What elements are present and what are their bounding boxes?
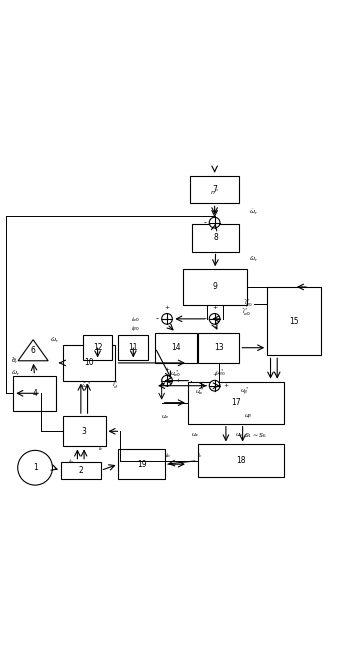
Text: 1: 1	[33, 463, 37, 473]
Text: 2: 2	[79, 466, 83, 475]
FancyBboxPatch shape	[267, 287, 321, 355]
Text: $u^*_{\alpha}$: $u^*_{\alpha}$	[195, 386, 204, 397]
Text: $\hat{i}^*_{\alpha 0}$: $\hat{i}^*_{\alpha 0}$	[242, 307, 251, 318]
FancyBboxPatch shape	[155, 333, 197, 363]
FancyBboxPatch shape	[118, 335, 148, 360]
Text: 18: 18	[236, 456, 246, 465]
Text: 6: 6	[31, 346, 36, 355]
FancyBboxPatch shape	[63, 416, 105, 446]
Text: +: +	[212, 209, 217, 214]
Text: $i_c$: $i_c$	[197, 451, 203, 460]
Text: $\hat{i}^*_{\beta 0}$: $\hat{i}^*_{\beta 0}$	[244, 298, 253, 310]
Circle shape	[209, 217, 220, 228]
Text: $u_b$: $u_b$	[235, 431, 244, 439]
Text: $i_c$: $i_c$	[97, 445, 103, 453]
Text: +: +	[164, 305, 170, 310]
Circle shape	[162, 314, 172, 324]
Text: 15: 15	[289, 317, 299, 325]
Text: 3: 3	[82, 427, 87, 436]
Text: $\hat{\theta}_r$: $\hat{\theta}_r$	[11, 355, 19, 366]
Text: $\tilde{\omega}_r$: $\tilde{\omega}_r$	[249, 208, 258, 217]
Text: 4: 4	[32, 389, 37, 398]
Text: 13: 13	[214, 343, 223, 352]
Text: $u_a$: $u_a$	[191, 431, 199, 439]
Text: 7: 7	[212, 185, 217, 194]
Circle shape	[162, 376, 172, 386]
Text: $\hat{\omega}_r$: $\hat{\omega}_r$	[249, 254, 258, 264]
Text: 12: 12	[93, 343, 102, 352]
FancyBboxPatch shape	[13, 376, 56, 411]
Text: 8: 8	[213, 233, 218, 242]
FancyBboxPatch shape	[83, 335, 113, 360]
Text: $u^*_{\alpha 0}$: $u^*_{\alpha 0}$	[170, 368, 181, 379]
Polygon shape	[18, 340, 48, 361]
FancyBboxPatch shape	[198, 444, 284, 477]
Text: $\hat{i}^*_d$: $\hat{i}^*_d$	[112, 380, 119, 391]
FancyBboxPatch shape	[188, 381, 284, 424]
Text: $i_b$: $i_b$	[68, 457, 74, 466]
Circle shape	[209, 380, 220, 391]
Text: $i_{\beta 0}$: $i_{\beta 0}$	[131, 325, 140, 335]
FancyBboxPatch shape	[183, 269, 247, 305]
Text: +: +	[212, 372, 217, 377]
Text: $u_{\beta}$: $u_{\beta}$	[244, 412, 253, 422]
Text: $\hat{\omega}_r$: $\hat{\omega}_r$	[11, 368, 21, 378]
Text: $i_{\alpha 0}$: $i_{\alpha 0}$	[131, 315, 140, 324]
Text: $S_1 \sim S_6$: $S_1 \sim S_6$	[244, 431, 267, 440]
Circle shape	[18, 450, 53, 485]
Text: +: +	[212, 305, 217, 310]
Text: +: +	[223, 383, 228, 388]
Text: $\hat{\omega}^*_r$: $\hat{\omega}^*_r$	[81, 380, 91, 391]
Text: +: +	[164, 367, 170, 372]
Text: 19: 19	[137, 460, 147, 469]
Text: 10: 10	[84, 358, 94, 368]
Text: $n^*$: $n^*$	[210, 187, 219, 197]
FancyBboxPatch shape	[63, 345, 116, 381]
Text: 11: 11	[128, 343, 138, 352]
FancyBboxPatch shape	[190, 176, 239, 203]
FancyBboxPatch shape	[192, 224, 239, 251]
Text: -: -	[156, 314, 158, 323]
Text: $\hat{\omega}_r$: $\hat{\omega}_r$	[50, 335, 59, 345]
Text: $u^*_{\beta}$: $u^*_{\beta}$	[240, 385, 249, 398]
Text: $i_b$: $i_b$	[165, 451, 171, 460]
Text: 9: 9	[213, 282, 218, 292]
FancyBboxPatch shape	[118, 449, 165, 479]
Text: -: -	[203, 314, 206, 323]
Text: +: +	[176, 378, 181, 383]
Circle shape	[209, 314, 220, 324]
FancyBboxPatch shape	[198, 333, 239, 363]
Text: 17: 17	[231, 398, 241, 407]
FancyBboxPatch shape	[61, 461, 100, 479]
Text: $u_{\alpha}$: $u_{\alpha}$	[161, 413, 170, 421]
Text: $u^*_{\beta 0}$: $u^*_{\beta 0}$	[215, 368, 226, 380]
Text: -: -	[203, 218, 206, 227]
Text: 14: 14	[171, 343, 181, 352]
